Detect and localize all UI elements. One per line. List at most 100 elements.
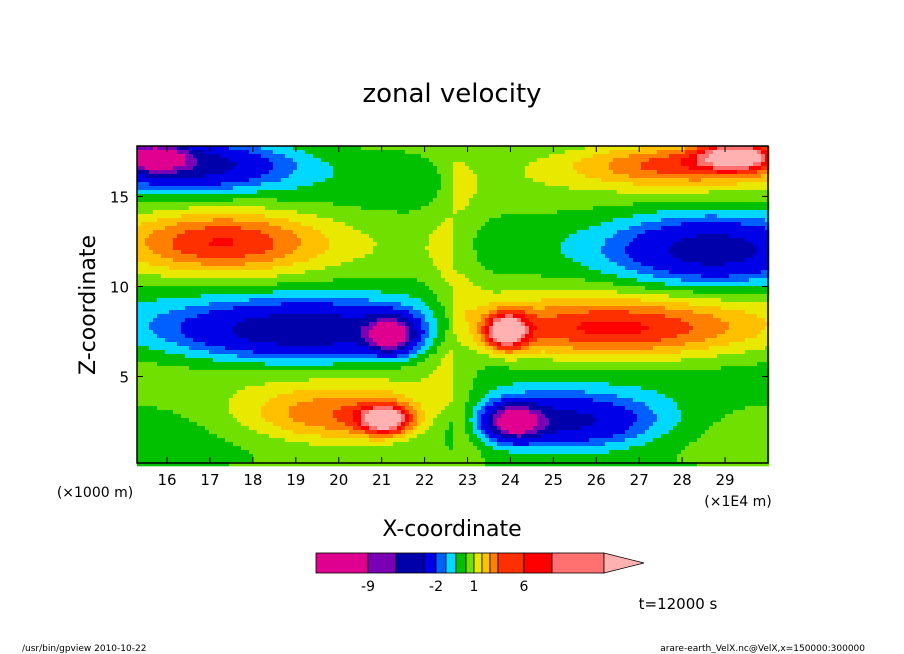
contour-cell — [537, 206, 542, 211]
contour-cell — [409, 154, 414, 159]
contour-cell — [725, 254, 730, 259]
contour-cell — [701, 246, 706, 251]
contour-cell — [141, 198, 146, 203]
contour-cell — [441, 266, 446, 271]
contour-cell — [277, 270, 282, 275]
contour-cell — [605, 154, 610, 159]
contour-cell — [461, 190, 466, 195]
contour-cell — [265, 222, 270, 227]
contour-cell — [617, 210, 622, 215]
contour-cell — [213, 158, 218, 163]
contour-cell — [393, 178, 398, 183]
contour-cell — [433, 230, 438, 235]
contour-cell — [417, 242, 422, 247]
contour-cell — [265, 190, 270, 195]
contour-cell — [625, 206, 630, 211]
contour-cell — [365, 178, 370, 183]
contour-cell — [345, 154, 350, 159]
contour-cell — [273, 234, 278, 239]
contour-cell — [321, 230, 326, 235]
contour-cell — [409, 246, 414, 251]
contour-cell — [545, 158, 550, 163]
contour-cell — [421, 246, 426, 251]
contour-cell — [493, 238, 498, 243]
contour-cell — [285, 178, 290, 183]
contour-cell — [313, 202, 318, 207]
contour-cell — [137, 246, 142, 251]
contour-cell — [177, 158, 182, 163]
contour-cell — [281, 146, 286, 151]
contour-cell — [385, 242, 390, 247]
contour-cell — [209, 226, 214, 231]
contour-cell — [453, 226, 458, 231]
contour-cell — [233, 186, 238, 191]
contour-cell — [625, 262, 630, 267]
contour-cell — [489, 230, 494, 235]
contour-cell — [453, 170, 458, 175]
contour-cell — [573, 186, 578, 191]
contour-cell — [505, 230, 510, 235]
contour-cell — [309, 166, 314, 171]
contour-cell — [689, 206, 694, 211]
contour-cell — [173, 158, 178, 163]
contour-cell — [297, 242, 302, 247]
contour-cell — [549, 202, 554, 207]
contour-cell — [157, 230, 162, 235]
contour-cell — [245, 226, 250, 231]
contour-cell — [201, 190, 206, 195]
contour-cell — [597, 262, 602, 267]
contour-cell — [749, 166, 754, 171]
contour-cell — [661, 198, 666, 203]
contour-cell — [597, 166, 602, 171]
contour-cell — [173, 170, 178, 175]
contour-cell — [625, 198, 630, 203]
contour-cell — [537, 214, 542, 219]
contour-cell — [317, 246, 322, 251]
contour-cell — [673, 190, 678, 195]
contour-cell — [249, 266, 254, 271]
contour-cell — [633, 254, 638, 259]
contour-cell — [349, 234, 354, 239]
contour-cell — [289, 182, 294, 187]
contour-cell — [625, 230, 630, 235]
contour-cell — [513, 158, 518, 163]
contour-cell — [381, 230, 386, 235]
contour-cell — [677, 202, 682, 207]
contour-cell — [189, 158, 194, 163]
contour-cell — [433, 186, 438, 191]
contour-cell — [577, 186, 582, 191]
contour-cell — [749, 186, 754, 191]
contour-cell — [257, 230, 262, 235]
contour-cell — [197, 242, 202, 247]
contour-cell — [345, 242, 350, 247]
contour-cell — [657, 222, 662, 227]
contour-cell — [337, 258, 342, 263]
contour-cell — [681, 198, 686, 203]
contour-cell — [765, 206, 770, 211]
contour-cell — [517, 246, 522, 251]
contour-cell — [349, 170, 354, 175]
contour-cell — [565, 154, 570, 159]
contour-cell — [641, 230, 646, 235]
contour-cell — [445, 226, 450, 231]
contour-cell — [249, 230, 254, 235]
contour-cell — [465, 182, 470, 187]
contour-cell — [465, 206, 470, 211]
contour-cell — [161, 258, 166, 263]
contour-cell — [601, 238, 606, 243]
contour-cell — [193, 242, 198, 247]
contour-cell — [761, 154, 766, 159]
contour-cell — [641, 182, 646, 187]
contour-cell — [761, 206, 766, 211]
contour-cell — [525, 194, 530, 199]
contour-cell — [505, 266, 510, 271]
contour-cell — [697, 206, 702, 211]
contour-cell — [497, 158, 502, 163]
contour-cell — [713, 230, 718, 235]
contour-cell — [285, 226, 290, 231]
contour-cell — [549, 162, 554, 167]
contour-cell — [637, 266, 642, 271]
contour-cell — [205, 150, 210, 155]
contour-cell — [513, 166, 518, 171]
contour-cell — [489, 182, 494, 187]
